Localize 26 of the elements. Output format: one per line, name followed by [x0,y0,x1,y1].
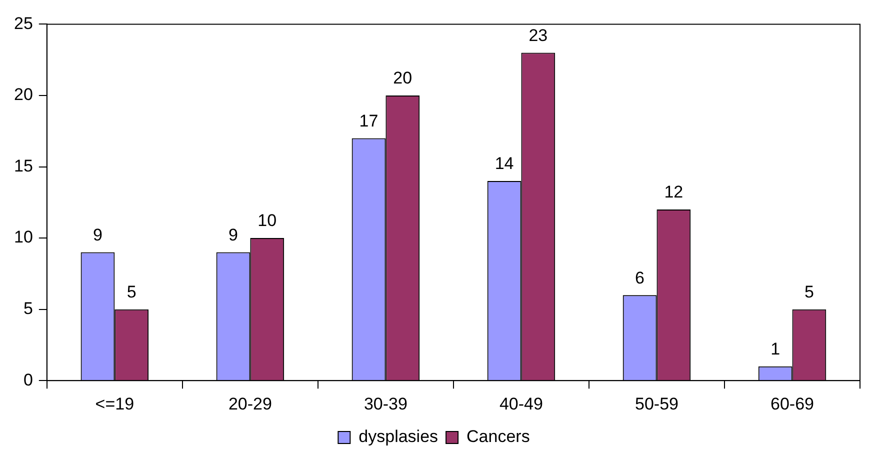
data-label: 20 [393,68,412,88]
data-label: 10 [258,211,277,230]
data-label: 5 [126,282,136,302]
y-tick-label: 10 [14,228,33,247]
data-label: 14 [494,154,514,174]
legend-label: Cancers [466,427,530,446]
data-label: 1 [770,340,780,359]
x-tick-label: 50-59 [634,394,678,414]
y-tick-label: 20 [14,85,33,104]
data-label: 17 [359,111,378,130]
x-tick-label: 60-69 [770,394,814,414]
y-tick-label: 0 [23,370,33,390]
x-tick-label: <=19 [95,394,134,414]
data-label: 6 [635,268,645,288]
y-tick-label: 15 [14,156,33,176]
data-label: 5 [804,282,814,302]
y-tick-label: 5 [23,299,33,318]
x-tick-label: 30-39 [364,394,408,414]
x-tick-label: 40-49 [499,394,543,414]
data-label: 9 [92,225,102,244]
data-label: 9 [228,225,238,244]
y-tick-label: 25 [14,14,33,33]
data-label: 23 [528,26,548,45]
x-tick-label: 20-29 [228,394,272,414]
legend-label: dysplasies [358,427,438,446]
data-label: 12 [664,182,684,202]
